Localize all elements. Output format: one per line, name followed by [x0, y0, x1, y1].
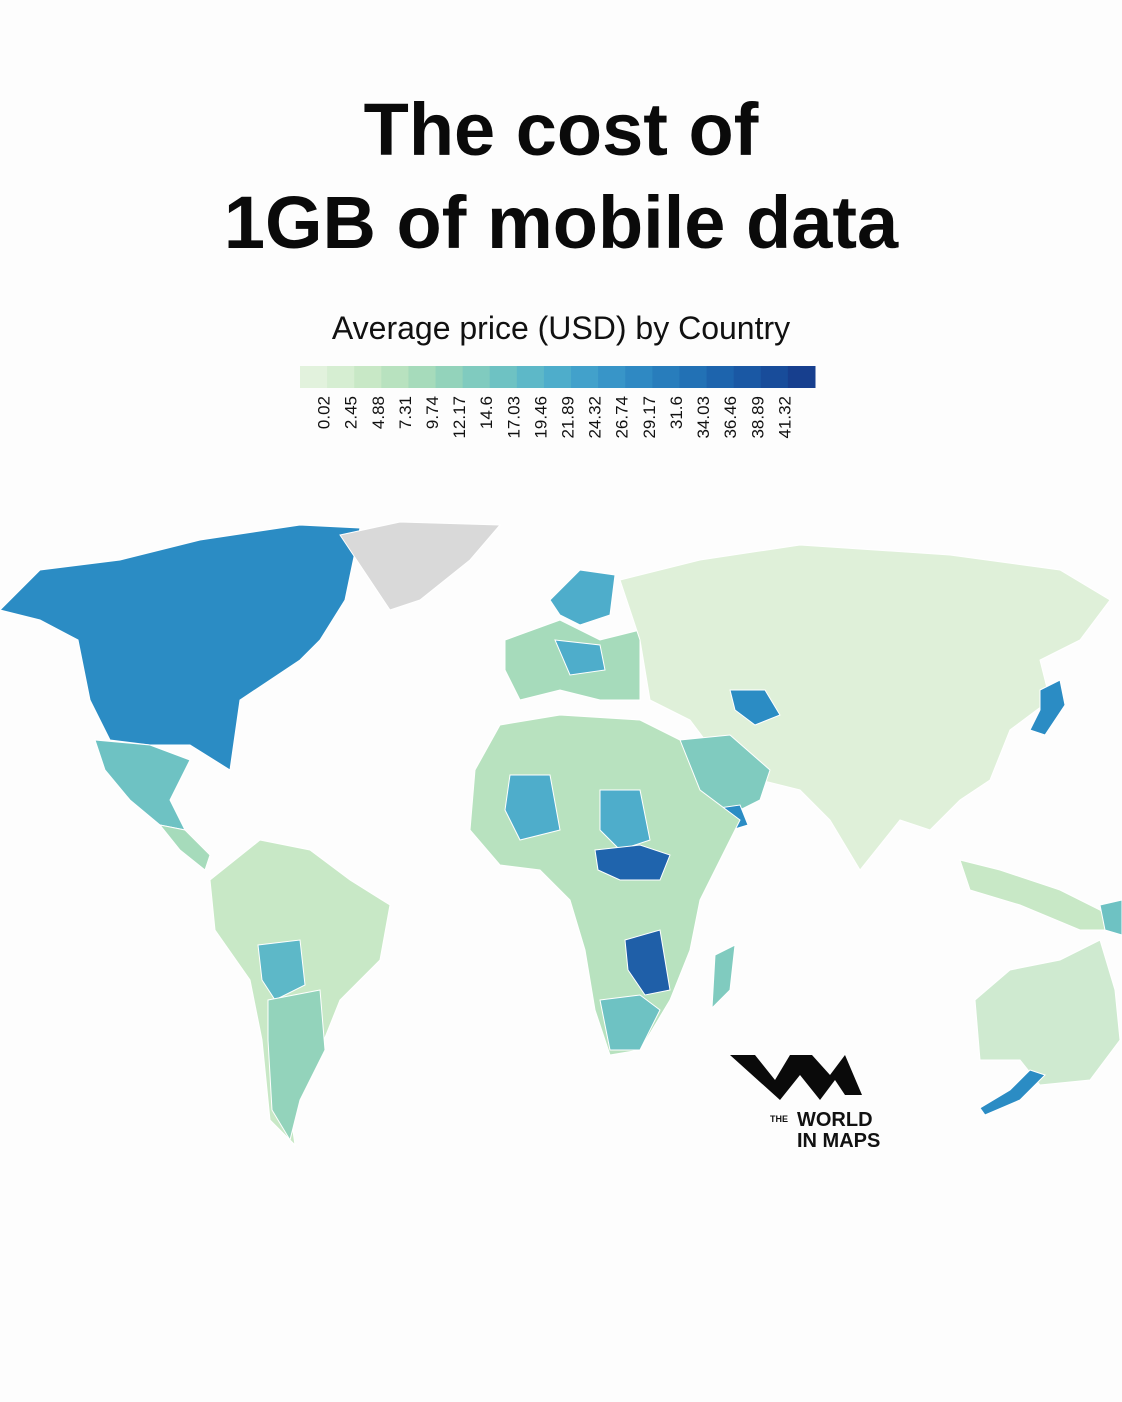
logo-text: IN MAPS — [797, 1130, 880, 1152]
legend-swatch — [598, 366, 626, 388]
legend-swatch — [354, 366, 382, 388]
legend-swatch — [706, 366, 735, 388]
world-map — [0, 521, 1122, 1147]
legend-tick-label: 38.89 — [748, 396, 767, 439]
legend-tick-label: 0.02 — [315, 396, 334, 429]
title: 1GB of mobile data — [224, 181, 899, 264]
title: The cost of — [364, 88, 759, 171]
logo-mark — [730, 1055, 862, 1100]
legend-swatch — [760, 366, 789, 388]
legend-tick-label: 2.45 — [342, 396, 361, 429]
logo: THE WORLD IN MAPS — [730, 1055, 880, 1152]
legend-tick-label: 21.89 — [559, 396, 578, 439]
country — [599, 789, 651, 851]
legend-tick-label: 14.6 — [477, 396, 496, 429]
legend-tick-label: 19.46 — [531, 396, 550, 439]
country — [267, 989, 326, 1142]
legend-tick-label: 29.17 — [640, 396, 659, 439]
country — [158, 824, 211, 871]
legend-tick-label: 17.03 — [504, 396, 523, 439]
legend-swatch — [652, 366, 680, 388]
legend-swatch — [733, 366, 762, 388]
legend-tick-label: 4.88 — [369, 396, 388, 429]
legend-tick-label: 24.32 — [586, 396, 605, 439]
country — [979, 1069, 1046, 1116]
legend-tick-label: 26.74 — [613, 396, 632, 439]
legend-swatch — [489, 366, 518, 388]
legend-tick-label: 9.74 — [423, 396, 442, 429]
legend-swatch — [435, 366, 464, 388]
country — [94, 739, 191, 831]
country — [549, 569, 616, 626]
legend-swatch — [679, 366, 708, 388]
legend-swatch — [516, 366, 545, 388]
country — [959, 859, 1122, 931]
legend-tick-label: 12.17 — [450, 396, 469, 439]
legend-swatch — [300, 366, 328, 388]
legend-swatch — [543, 366, 572, 388]
legend-tick-label: 34.03 — [694, 396, 713, 439]
country — [624, 929, 671, 996]
country — [0, 524, 361, 771]
country — [729, 689, 781, 726]
legend-swatch — [462, 366, 491, 388]
legend-swatch — [327, 366, 355, 388]
country — [1099, 899, 1122, 936]
legend-swatch — [381, 366, 409, 388]
legend-swatch — [625, 366, 653, 388]
legend-tick-label: 7.31 — [396, 396, 415, 429]
country — [257, 939, 306, 1001]
legend: 0.02 2.45 4.88 7.31 9.74 12.17 14.6 17.03 19.46 2… — [300, 366, 816, 439]
legend-swatch — [408, 366, 437, 388]
country — [974, 939, 1121, 1086]
legend-swatch — [571, 366, 599, 388]
logo-text: WORLD — [797, 1109, 873, 1131]
country — [554, 639, 606, 676]
logo-text: THE — [770, 1114, 788, 1124]
legend-tick-label: 41.32 — [775, 396, 794, 439]
country — [339, 521, 502, 611]
country — [1029, 679, 1066, 736]
legend-tick-label: 31.6 — [667, 396, 686, 429]
country — [599, 994, 661, 1051]
country — [504, 774, 561, 841]
legend-swatch — [787, 366, 816, 388]
subtitle: Average price (USD) by Country — [332, 310, 790, 346]
country — [594, 844, 671, 881]
legend-tick-label: 36.46 — [721, 396, 740, 439]
country — [711, 944, 736, 1010]
